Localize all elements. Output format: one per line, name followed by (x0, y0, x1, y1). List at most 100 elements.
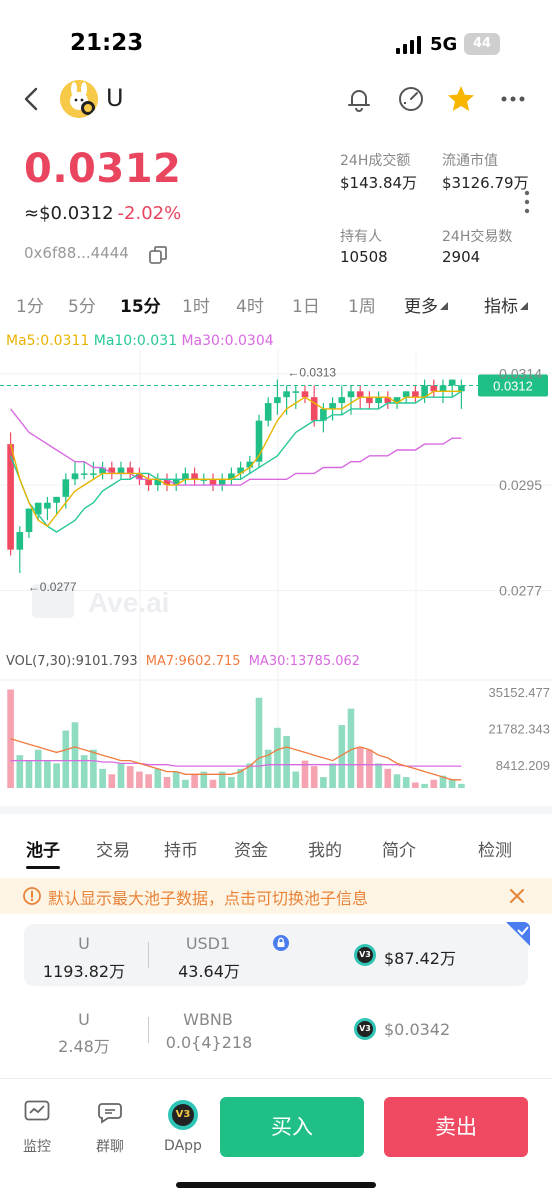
candle (44, 502, 51, 509)
volume-bar (329, 763, 336, 788)
vol-label: VOL(7,30):9101.793 (6, 654, 138, 669)
bell-icon[interactable] (344, 84, 374, 114)
stat-market-cap-value: $3126.79万 (442, 174, 529, 192)
contract-address: 0x6f88...4444 (24, 244, 129, 262)
volume-bar (126, 766, 134, 788)
pool1-amount-b: 43.64万 (178, 962, 240, 981)
volume-bar (274, 727, 281, 788)
warning-icon (23, 887, 41, 905)
token-avatar (60, 80, 98, 118)
token-name: U (106, 84, 124, 112)
candle (283, 391, 290, 398)
tab-underline (26, 866, 60, 869)
candle (126, 467, 134, 474)
vol-legend: VOL(7,30):9101.793 MA7:9602.715 MA30:137… (6, 654, 360, 669)
y-tick-label: 0.0295 (499, 477, 542, 493)
more-vertical-icon[interactable] (524, 190, 530, 214)
candle (274, 397, 281, 404)
volume-bar (264, 749, 272, 788)
volume-bar (62, 730, 70, 788)
candle (301, 391, 309, 398)
volume-bar (448, 779, 456, 788)
dapp-badge-text: V3 (172, 1104, 194, 1126)
nav-dapp-label[interactable]: DApp (164, 1138, 202, 1154)
battery-icon: 44 (464, 33, 500, 55)
stat-holders-label: 持有人 (340, 229, 382, 245)
candle (99, 467, 106, 474)
watermark-text: Ave.ai (88, 587, 169, 618)
watermark: Ave.ai (32, 584, 169, 618)
star-icon[interactable] (446, 84, 476, 114)
volume-bar (356, 746, 364, 788)
tab-holders[interactable]: 持币 (164, 841, 198, 861)
volume-bar (301, 760, 309, 788)
volume-bar (218, 771, 226, 788)
current-price-tag (478, 374, 548, 397)
candle (145, 479, 152, 486)
back-icon[interactable] (18, 84, 46, 114)
stat-24h-trades-value: 2904 (442, 248, 481, 266)
candle (108, 467, 116, 474)
tab-pools[interactable]: 池子 (26, 841, 60, 861)
tab-mine[interactable]: 我的 (308, 841, 342, 861)
tf-indicators[interactable]: 指标 (484, 297, 518, 317)
volume-bar (421, 783, 428, 788)
pool1-separator (148, 942, 149, 968)
candle (182, 473, 189, 480)
volume-bar (44, 760, 51, 788)
copy-icon[interactable] (148, 245, 168, 265)
close-icon[interactable] (508, 887, 526, 905)
tf-1w[interactable]: 1周 (348, 297, 376, 317)
volume-bar (246, 763, 254, 788)
volume-bar (117, 763, 125, 788)
tf-more[interactable]: 更多 (404, 297, 438, 317)
candle (200, 479, 208, 481)
tab-trades[interactable]: 交易 (96, 841, 130, 861)
candle (191, 473, 198, 480)
current-price-label: 0.0312 (493, 378, 533, 393)
candle (320, 408, 327, 421)
volume-bar (16, 755, 24, 788)
volume-bar (255, 697, 263, 788)
monitor-icon[interactable] (24, 1100, 50, 1124)
volume-bar (154, 768, 162, 788)
section-divider (0, 806, 552, 814)
candle (430, 385, 438, 392)
pool2-v3-badge-text: V3 (357, 1021, 373, 1037)
candle (25, 508, 33, 533)
tf-1m[interactable]: 1分 (16, 297, 44, 317)
candle (329, 403, 336, 409)
lock-icon (273, 935, 289, 951)
pool-row-1[interactable] (24, 924, 528, 986)
tab-funds[interactable]: 资金 (234, 841, 268, 861)
speedometer-icon[interactable] (396, 84, 426, 114)
candle (338, 397, 346, 404)
chat-icon[interactable] (96, 1100, 124, 1124)
network-label: 5G (430, 34, 458, 55)
notice-bar[interactable] (0, 878, 552, 914)
nav-monitor-label[interactable]: 监控 (23, 1139, 51, 1155)
pool1-token-b: USD1 (185, 934, 231, 953)
ma30-label: Ma30:0.0304 (181, 333, 274, 349)
tf-4h[interactable]: 4时 (236, 297, 264, 317)
volume-bar (99, 768, 106, 788)
more-icon[interactable] (498, 84, 528, 114)
tf-15m[interactable]: 15分 (120, 297, 161, 317)
sell-button[interactable]: 卖出 (384, 1097, 528, 1157)
candle (90, 473, 97, 475)
buy-button[interactable]: 买入 (220, 1097, 364, 1157)
volume-bar (191, 774, 198, 788)
tab-intro[interactable]: 简介 (382, 841, 416, 861)
candle (228, 473, 235, 480)
nav-group-chat-label[interactable]: 群聊 (96, 1139, 124, 1155)
tf-1d[interactable]: 1日 (292, 297, 320, 317)
usd-price: ≈$0.0312 (24, 203, 114, 224)
pool1-v3-badge: V3 (354, 944, 376, 966)
tab-check[interactable]: 检测 (478, 841, 512, 861)
stat-holders-value: 10508 (340, 248, 388, 266)
dapp-icon[interactable]: V3 (168, 1100, 198, 1130)
candle (439, 385, 447, 392)
tf-5m[interactable]: 5分 (68, 297, 96, 317)
tf-1h[interactable]: 1时 (182, 297, 210, 317)
